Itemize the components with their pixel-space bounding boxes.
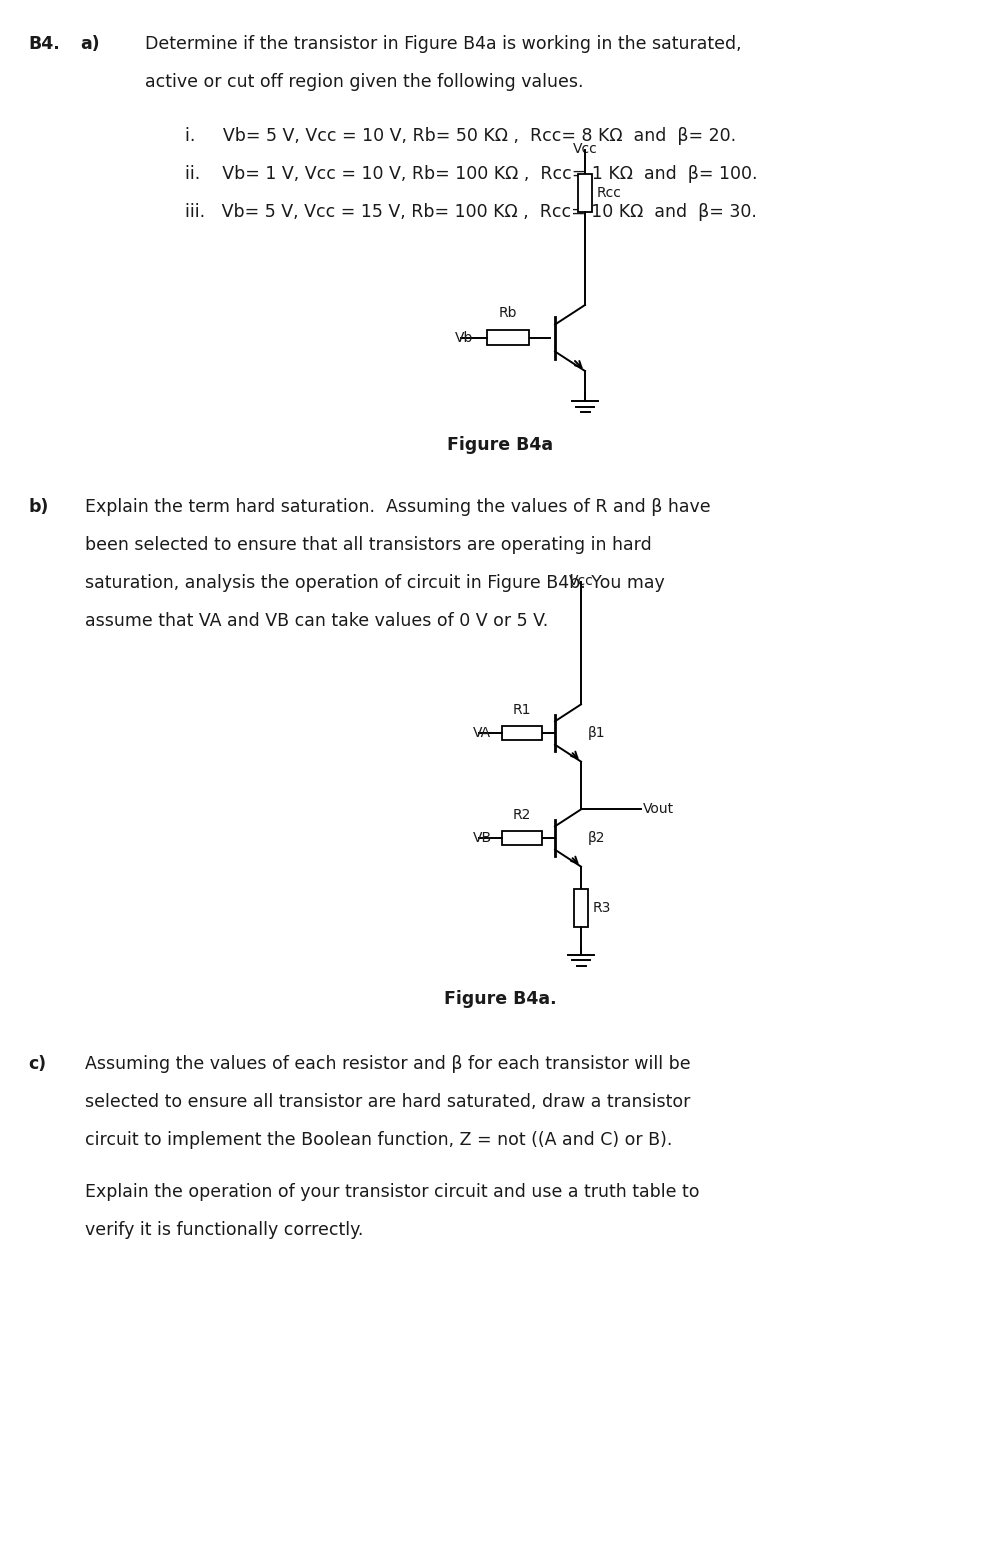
Text: Vb: Vb bbox=[455, 332, 473, 346]
Text: Assuming the values of each resistor and β for each transistor will be: Assuming the values of each resistor and… bbox=[85, 1054, 690, 1072]
Text: Figure B4a: Figure B4a bbox=[447, 437, 552, 454]
Bar bbox=[501, 727, 541, 741]
Text: Vcc: Vcc bbox=[572, 142, 597, 156]
Text: Vcc: Vcc bbox=[568, 574, 593, 588]
Text: assume that VA and VB can take values of 0 V or 5 V.: assume that VA and VB can take values of… bbox=[85, 613, 548, 630]
Text: Rcc: Rcc bbox=[596, 187, 621, 201]
Bar bbox=[573, 889, 587, 927]
Text: VA: VA bbox=[473, 727, 491, 741]
Text: R1: R1 bbox=[512, 704, 531, 717]
Text: VB: VB bbox=[473, 832, 492, 846]
Text: Vout: Vout bbox=[642, 802, 673, 816]
Text: ii.    Vb= 1 V, Vcc = 10 V, Rb= 100 KΩ ,  Rcc= 1 KΩ  and  β= 100.: ii. Vb= 1 V, Vcc = 10 V, Rb= 100 KΩ , Rc… bbox=[184, 165, 757, 184]
Text: been selected to ensure that all transistors are operating in hard: been selected to ensure that all transis… bbox=[85, 535, 651, 554]
Text: Determine if the transistor in Figure B4a is working in the saturated,: Determine if the transistor in Figure B4… bbox=[145, 35, 740, 52]
Text: c): c) bbox=[28, 1054, 46, 1072]
Text: b): b) bbox=[28, 498, 48, 515]
Text: β1: β1 bbox=[587, 727, 605, 741]
Text: Figure B4a.: Figure B4a. bbox=[443, 989, 556, 1008]
Bar bbox=[501, 832, 541, 846]
Text: iii.   Vb= 5 V, Vcc = 15 V, Rb= 100 KΩ ,  Rcc= 10 KΩ  and  β= 30.: iii. Vb= 5 V, Vcc = 15 V, Rb= 100 KΩ , R… bbox=[184, 204, 757, 221]
Text: Rb: Rb bbox=[498, 307, 517, 321]
Text: active or cut off region given the following values.: active or cut off region given the follo… bbox=[145, 73, 583, 91]
Text: a): a) bbox=[80, 35, 99, 52]
Text: B4.: B4. bbox=[28, 35, 60, 52]
Text: Explain the operation of your transistor circuit and use a truth table to: Explain the operation of your transistor… bbox=[85, 1182, 698, 1200]
Text: circuit to implement the Boolean function, Z = not ((A and C) or B).: circuit to implement the Boolean functio… bbox=[85, 1131, 671, 1148]
Text: saturation, analysis the operation of circuit in Figure B4b. You may: saturation, analysis the operation of ci… bbox=[85, 574, 664, 593]
Text: R2: R2 bbox=[512, 809, 531, 822]
Text: R3: R3 bbox=[592, 901, 611, 915]
Bar bbox=[487, 330, 528, 346]
Text: verify it is functionally correctly.: verify it is functionally correctly. bbox=[85, 1221, 363, 1239]
Text: selected to ensure all transistor are hard saturated, draw a transistor: selected to ensure all transistor are ha… bbox=[85, 1092, 689, 1111]
Text: β2: β2 bbox=[587, 832, 605, 846]
Bar bbox=[577, 174, 591, 211]
Text: i.     Vb= 5 V, Vcc = 10 V, Rb= 50 KΩ ,  Rcc= 8 KΩ  and  β= 20.: i. Vb= 5 V, Vcc = 10 V, Rb= 50 KΩ , Rcc=… bbox=[184, 127, 735, 145]
Text: Explain the term hard saturation.  Assuming the values of R and β have: Explain the term hard saturation. Assumi… bbox=[85, 498, 709, 515]
